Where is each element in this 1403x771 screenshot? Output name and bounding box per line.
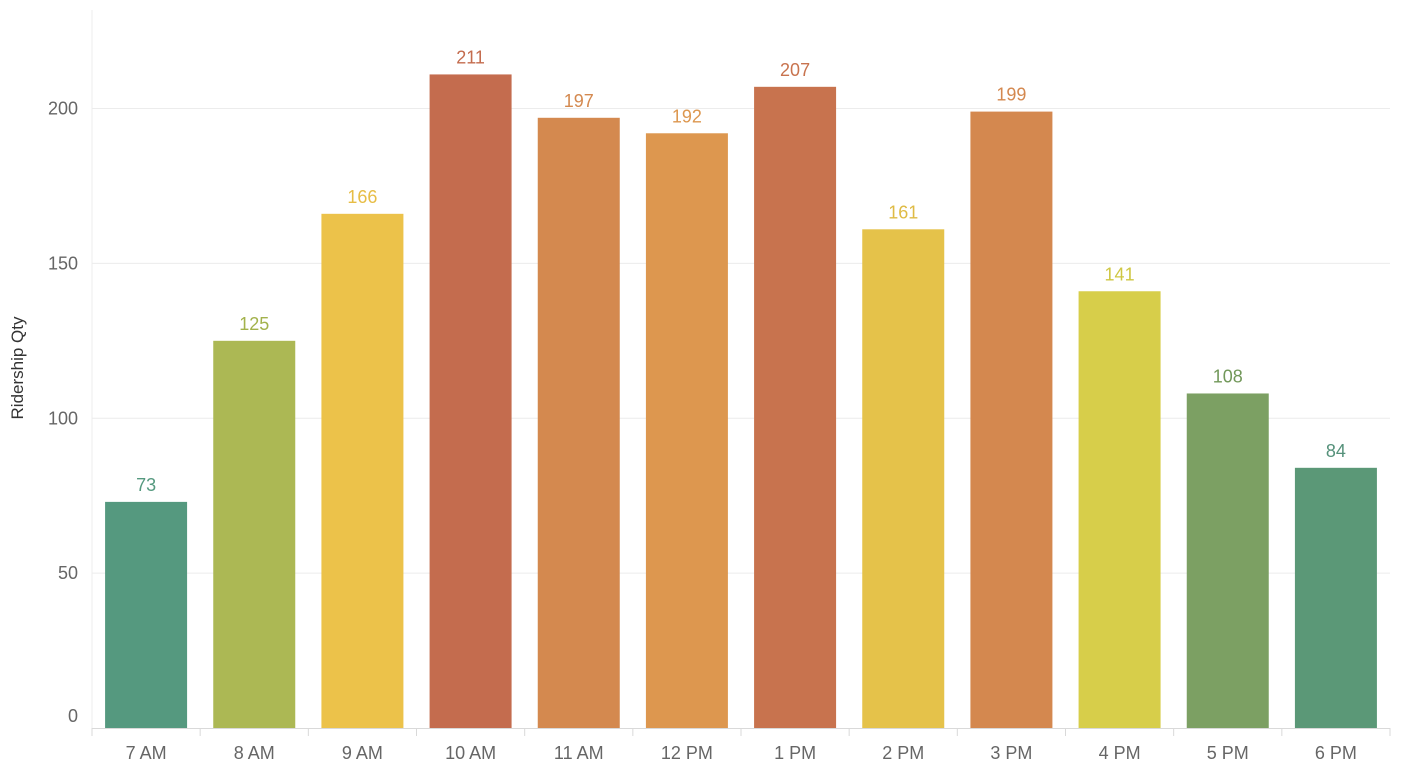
x-tick-label: 12 PM <box>661 743 713 763</box>
bar-value-label: 108 <box>1213 366 1243 386</box>
x-tick-label: 8 AM <box>234 743 275 763</box>
bar <box>1294 467 1377 728</box>
bars <box>105 74 1377 729</box>
bar-value-label: 125 <box>239 314 269 334</box>
bar <box>970 111 1053 728</box>
bar <box>537 117 620 729</box>
value-labels: 73 125 166 211 197 192 207 161 199 141 108 84 <box>136 47 1346 494</box>
y-tick-label: 200 <box>48 99 78 119</box>
bar <box>105 501 188 728</box>
x-tick-label: 11 AM <box>554 743 604 763</box>
bar-value-label: 73 <box>136 475 156 495</box>
y-axis-ticks: 0 50 100 150 200 <box>48 99 78 727</box>
bar <box>754 86 837 728</box>
bar-value-label: 197 <box>564 91 594 111</box>
y-tick-label: 100 <box>48 408 78 428</box>
gridlines <box>92 108 1390 574</box>
bar-value-label: 199 <box>996 85 1026 105</box>
bar-value-label: 161 <box>888 202 918 222</box>
y-tick-label: 50 <box>58 563 78 583</box>
x-tick-label: 1 PM <box>774 743 816 763</box>
x-tick-label: 5 PM <box>1207 743 1249 763</box>
x-tick-label: 4 PM <box>1099 743 1141 763</box>
x-axis-ticks: 7 AM 8 AM 9 AM 10 AM 11 AM 12 PM 1 PM 2 PM 3 PM 4… <box>91 728 1391 763</box>
x-tick-label: 7 AM <box>126 743 167 763</box>
bar <box>1186 393 1269 728</box>
x-tick-label: 6 PM <box>1315 743 1357 763</box>
y-axis-title: Ridership Qty <box>8 316 27 419</box>
bar-value-label: 211 <box>456 47 485 67</box>
x-tick-label: 10 AM <box>445 743 496 763</box>
bar-value-label: 166 <box>347 187 377 207</box>
x-tick-label: 2 PM <box>882 743 924 763</box>
bar <box>1078 291 1161 728</box>
y-tick-label: 150 <box>48 253 78 273</box>
x-tick-label: 3 PM <box>990 743 1032 763</box>
bar-value-label: 207 <box>780 60 810 80</box>
bar-value-label: 141 <box>1105 264 1135 284</box>
bar-value-label: 192 <box>672 106 702 126</box>
bar-value-label: 84 <box>1326 441 1346 461</box>
bar <box>213 340 296 728</box>
bar <box>321 213 404 728</box>
bar <box>645 133 728 728</box>
bar <box>429 74 512 729</box>
bar <box>862 229 945 729</box>
y-tick-label: 0 <box>68 706 78 726</box>
x-tick-label: 9 AM <box>342 743 383 763</box>
